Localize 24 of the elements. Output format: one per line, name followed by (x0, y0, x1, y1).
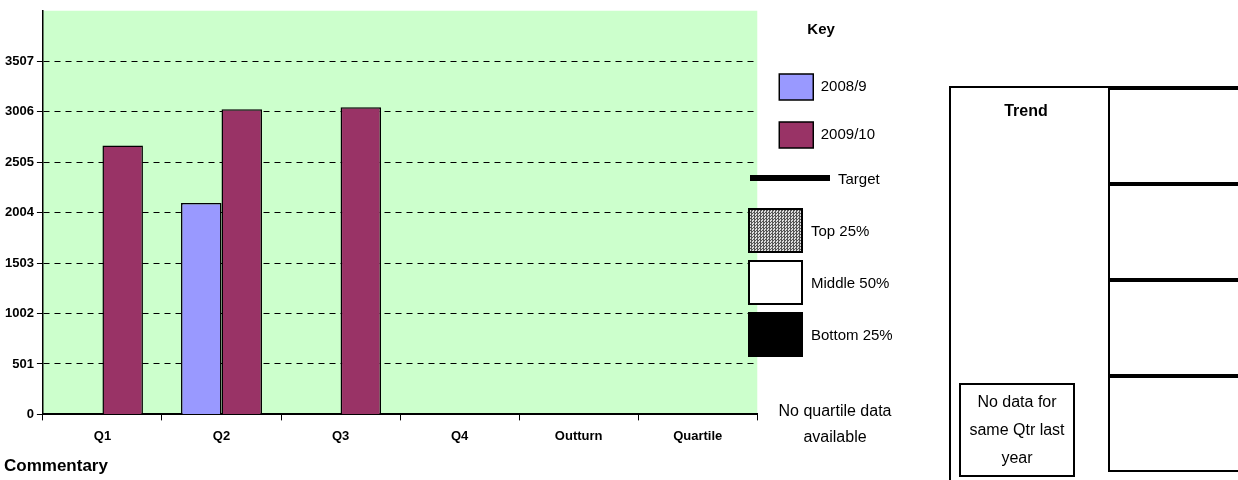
x-tick-label: Outturn (554, 427, 603, 443)
y-tick-label: 3507 (5, 52, 34, 68)
legend-label: 2009/10 (820, 125, 876, 143)
legend-title: Key (807, 19, 836, 37)
y-tick-label: 1503 (5, 254, 34, 270)
y-tick-label: 0 (26, 405, 34, 421)
x-tick-label: Quartile (673, 427, 723, 443)
y-tick-label: 501 (12, 355, 34, 371)
y-tick-label: 2004 (5, 204, 35, 220)
text: Top 25% (811, 221, 870, 239)
text: Bottom 25% (811, 325, 893, 343)
text: Target (838, 169, 880, 187)
x-tick-label: Q3 (331, 427, 350, 443)
x-tick-label: Q4 (450, 427, 470, 443)
y-tick-label: 3006 (5, 103, 34, 119)
y-tick-label: 2505 (5, 153, 34, 169)
x-tick-label: Q1 (93, 427, 112, 443)
text: No quartile data available (777, 401, 893, 447)
text: Commentary (4, 456, 108, 476)
x-tick-label: Q2 (212, 427, 231, 443)
y-tick-label: 1002 (5, 305, 34, 321)
text: Middle 50% (811, 273, 890, 291)
table-frame: Trend No data for same Qtr last year (949, 86, 1238, 480)
legend-label: 2008/9 (820, 77, 867, 95)
